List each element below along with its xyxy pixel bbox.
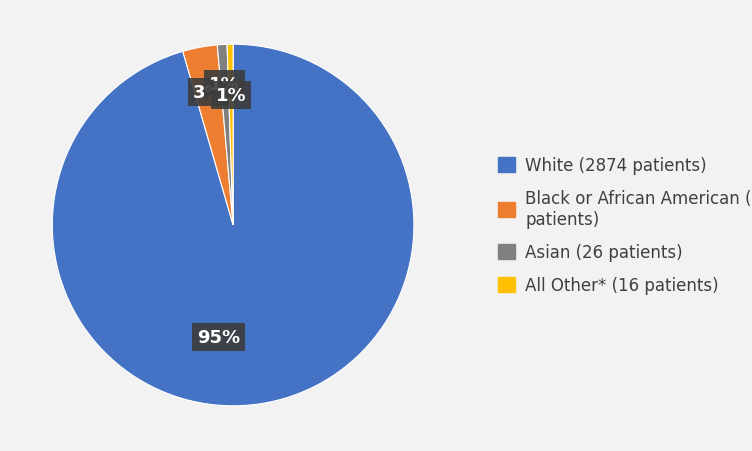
Wedge shape (217, 45, 233, 226)
Wedge shape (227, 45, 233, 226)
Text: 1%: 1% (216, 87, 246, 105)
Text: 1%: 1% (209, 76, 240, 94)
Text: 3%: 3% (193, 83, 223, 101)
Wedge shape (53, 45, 414, 406)
Text: 95%: 95% (197, 328, 240, 346)
Wedge shape (183, 46, 233, 226)
Legend: White (2874 patients), Black or African American (93
patients), Asian (26 patien: White (2874 patients), Black or African … (490, 148, 752, 303)
